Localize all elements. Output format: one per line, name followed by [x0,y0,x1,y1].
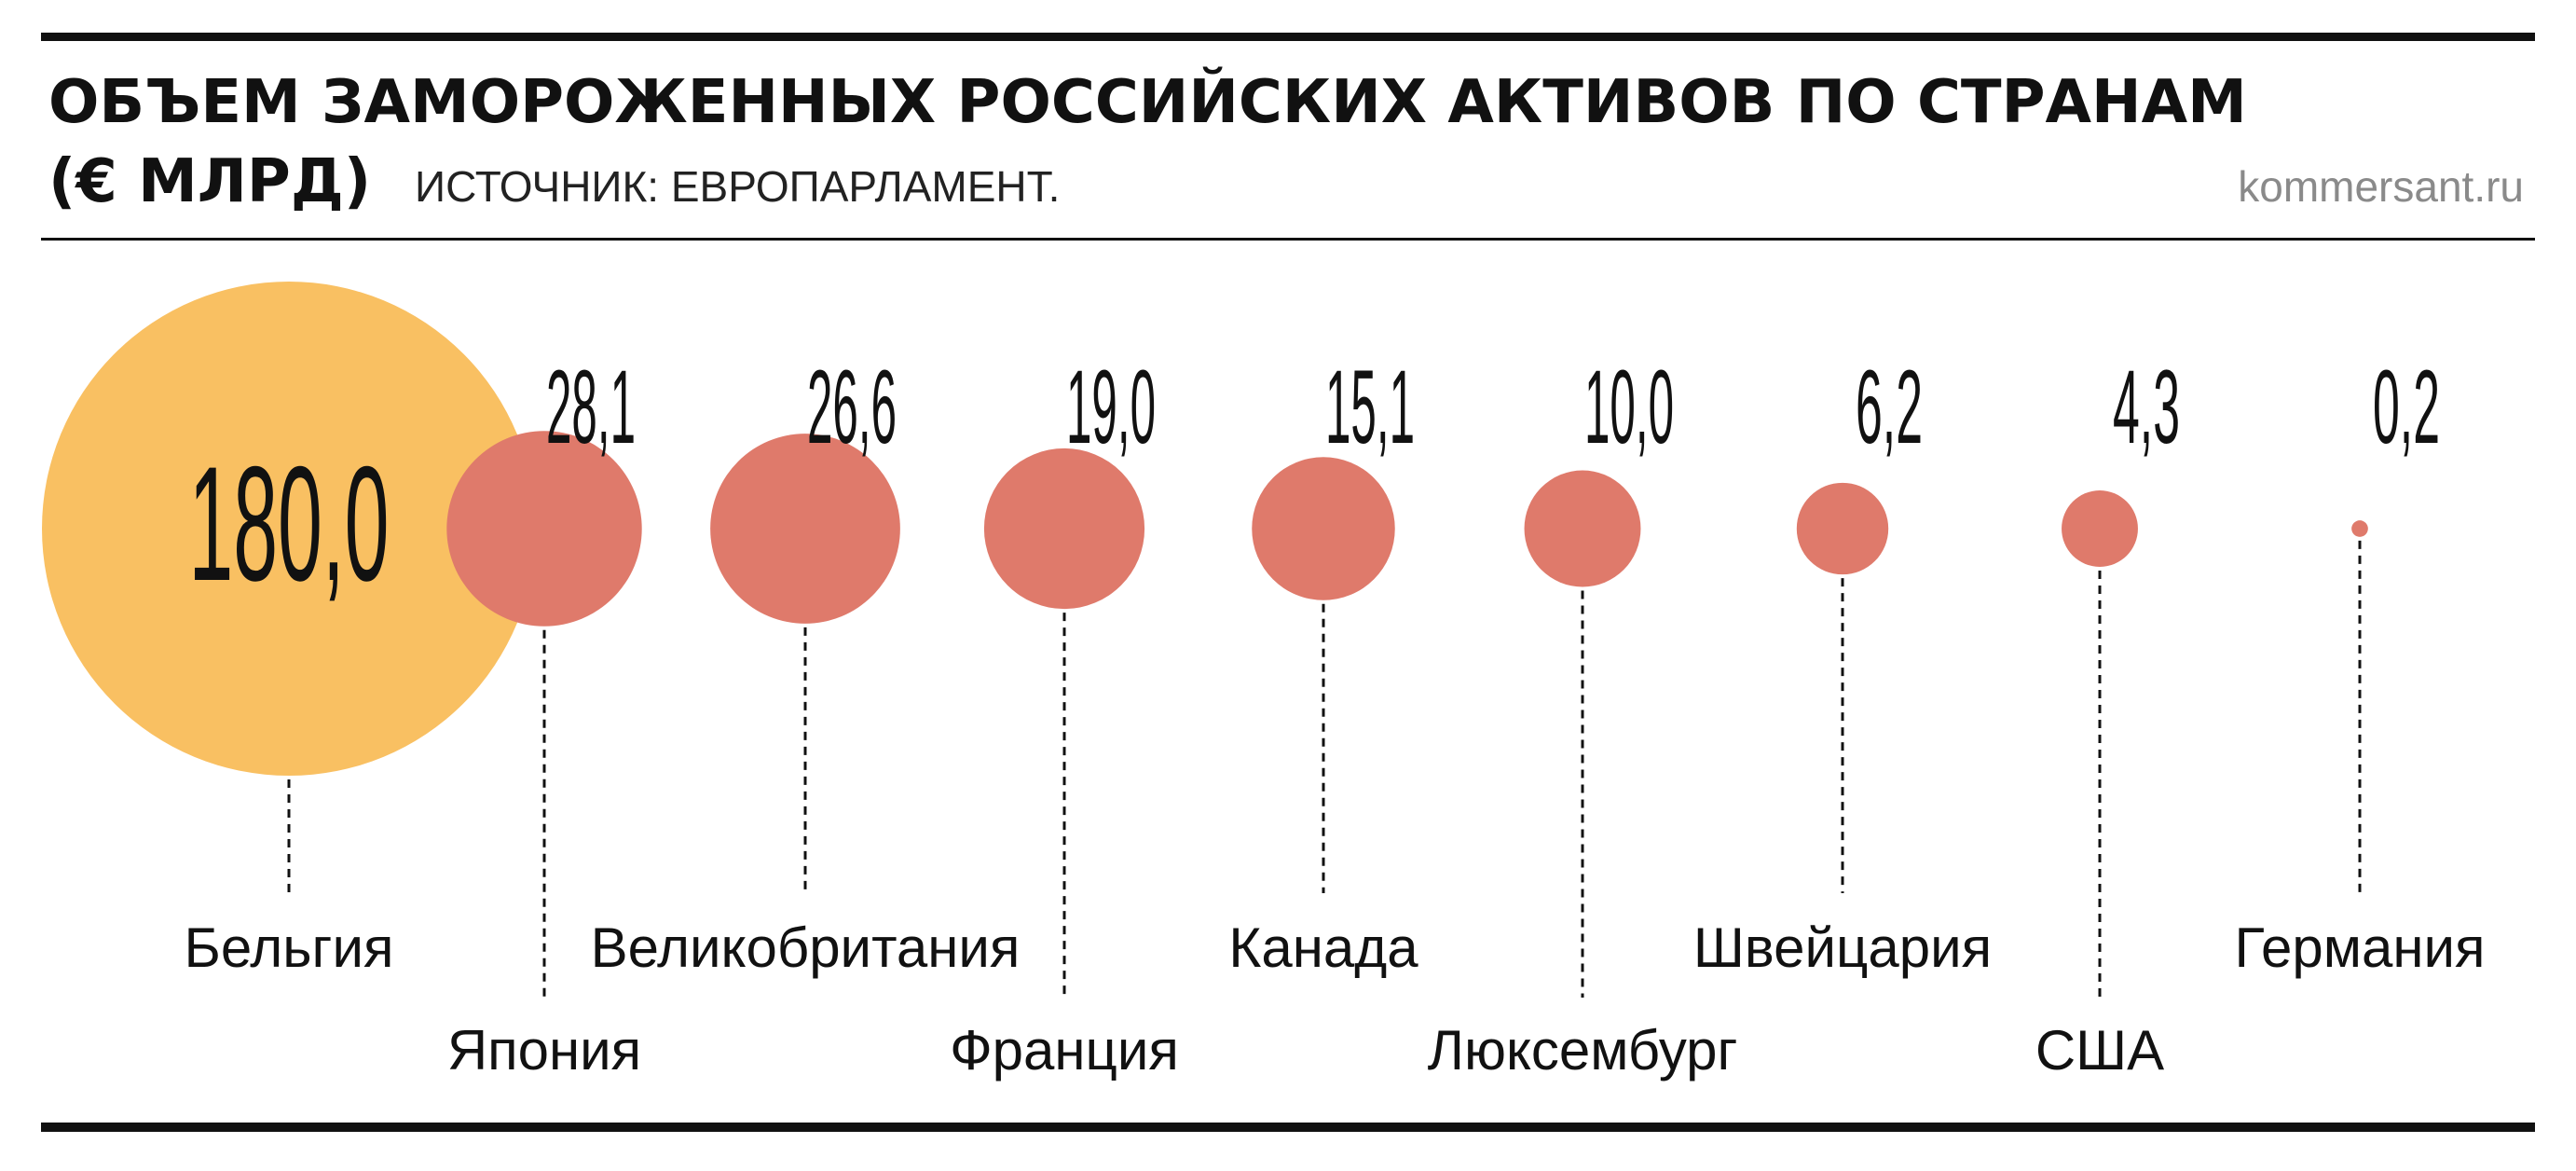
unit-label: (€ МЛРД) [48,147,372,216]
category-label: Бельгия [185,916,394,979]
header-divider [41,238,2535,241]
category-label: Япония [447,1019,641,1081]
bubble [710,434,900,624]
bubble [42,282,536,776]
value-label: 10,0 [1584,349,1674,465]
bubble [983,448,1145,610]
top-rule [41,33,2535,41]
category-label: Канада [1228,916,1418,979]
value-label: 4,3 [2113,349,2180,465]
bubble [446,431,642,627]
bubble [2062,490,2138,567]
value-label: 15,1 [1325,349,1415,465]
bubble [1524,470,1641,587]
value-label: 28,1 [546,349,636,465]
category-label: Франция [950,1019,1179,1081]
value-label: 6,2 [1856,349,1923,465]
bubble [2351,520,2368,537]
category-label: США [2035,1019,2164,1081]
chart-title: ОБЪЕМ ЗАМОРОЖЕННЫХ РОССИЙСКИХ АКТИВОВ ПО… [48,68,2247,137]
value-label: 19,0 [1066,349,1156,465]
brand-link[interactable]: kommersant.ru [2238,162,2524,211]
category-label: Великобритания [591,916,1021,979]
bubble [1796,482,1889,575]
category-label: Германия [2235,916,2486,979]
value-label: 180,0 [189,434,390,615]
category-label: Швейцария [1693,916,1992,979]
value-label: 26,6 [807,349,897,465]
source-note: ИСТОЧНИК: ЕВРОПАРЛАМЕНТ. [415,162,1061,211]
value-label: 0,2 [2373,349,2440,465]
category-label: Люксембург [1428,1019,1738,1081]
bubble [1252,457,1395,600]
bottom-rule [41,1123,2535,1132]
